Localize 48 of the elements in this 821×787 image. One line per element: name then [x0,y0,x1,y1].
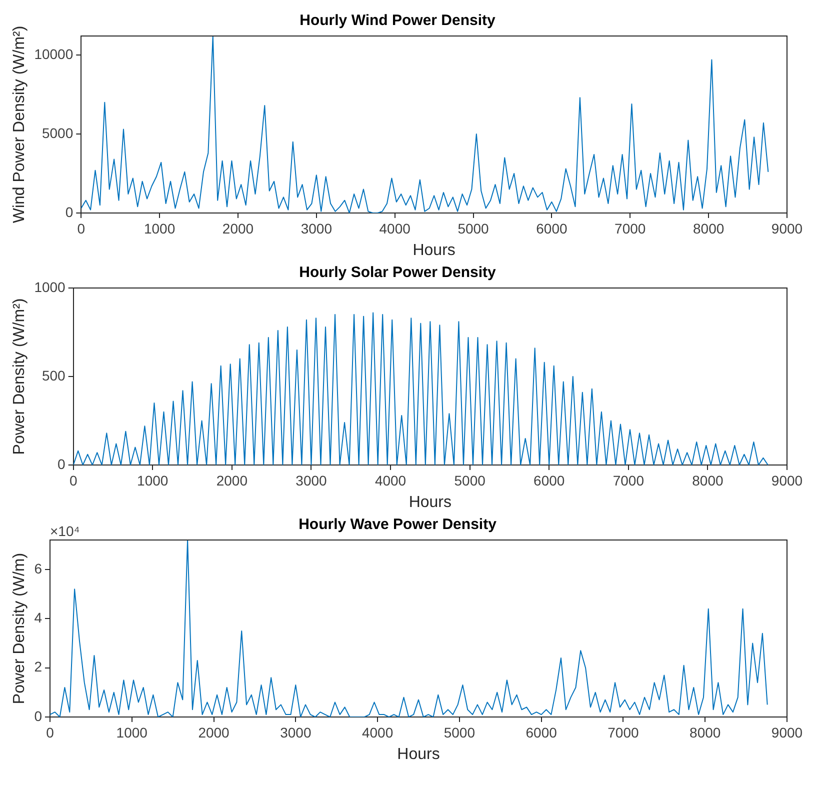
x-tick-label: 9000 [771,472,803,488]
x-tick-label: 7000 [608,724,639,740]
x-axis-title: Hours [397,746,440,763]
chart-title: Hourly Wave Power Density [298,516,498,534]
y-tick-label: 10000 [34,46,74,62]
x-tick-label: 5000 [454,472,486,488]
x-tick-label: 1000 [116,724,148,740]
chart-title: Hourly Wind Power Density [300,12,496,30]
x-axis-title: Hours [412,242,456,259]
y-tick-label: 0 [58,456,66,472]
x-tick-label: 4000 [362,724,394,740]
x-tick-label: 8000 [692,220,724,236]
x-tick-label: 7000 [612,472,644,488]
y-tick-label: 0 [34,708,42,724]
x-tick-label: 6000 [526,724,558,740]
x-tick-label: 7000 [614,220,646,236]
text: ×10⁴ [50,522,80,539]
y-axis-title: Wind Power Density (W/m²) [11,26,28,224]
x-tick-label: 8000 [692,472,724,488]
y-tick-label: 4 [34,610,42,626]
x-tick-label: 3000 [280,724,312,740]
x-tick-label: 3000 [300,220,332,236]
x-tick-label: 9000 [771,724,803,740]
y-tick-label: 2 [34,658,42,675]
chart-title: Hourly Solar Power Density [299,264,497,282]
x-axis-title: Hours [408,494,452,511]
y-axis-title: Power Density (W/m²) [11,298,28,455]
x-tick-label: 4000 [374,472,406,488]
x-tick-label: 5000 [444,724,476,740]
x-tick-label: 4000 [379,220,411,236]
y-tick-label: 5000 [42,124,74,141]
x-tick-label: 2000 [198,724,230,740]
x-tick-label: 1000 [137,472,168,488]
x-tick-label: 8000 [690,724,721,740]
x-tick-label: 2000 [216,472,248,488]
y-axis-title: Power Density (W/m) [11,552,28,704]
x-tick-label: 9000 [771,220,803,236]
x-tick-label: 2000 [222,220,254,236]
x-tick-label: 6000 [534,472,565,488]
x-tick-label: 6000 [536,220,568,236]
x-tick-label: 0 [77,220,86,236]
y-tick-label: 1000 [34,278,66,295]
x-tick-label: 1000 [144,220,176,236]
x-tick-label: 5000 [458,220,490,236]
x-tick-label: 3000 [296,472,328,488]
y-tick-label: 500 [42,367,66,384]
y-tick-label: 0 [65,204,74,220]
y-tick-label: 6 [34,560,42,576]
